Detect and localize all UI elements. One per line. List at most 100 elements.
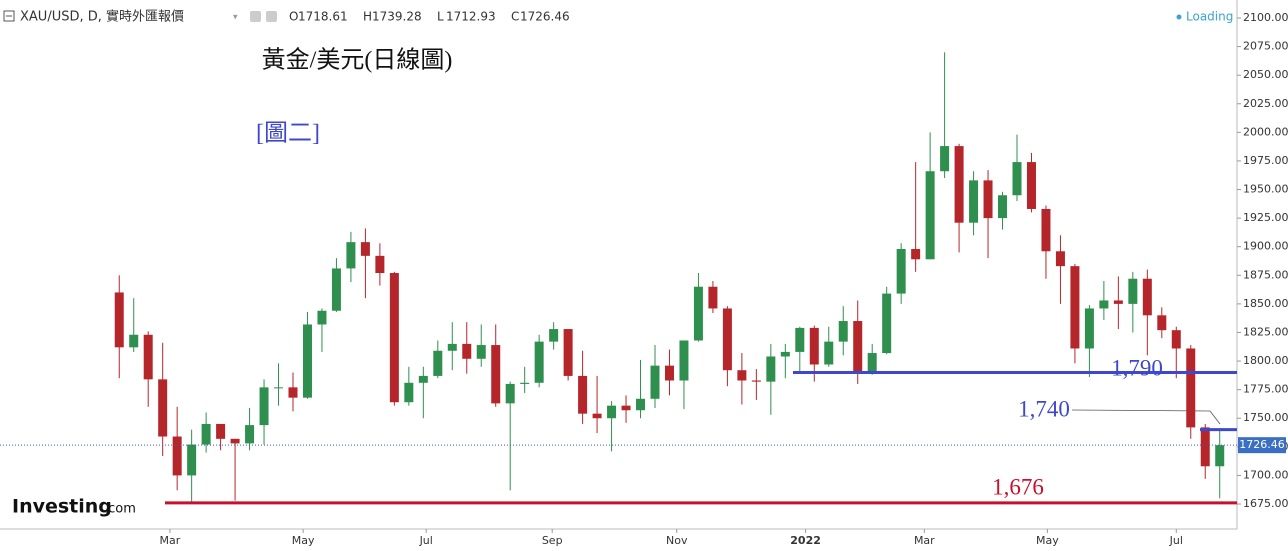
- candle-body: [1041, 208, 1051, 252]
- y-tick-label: 1675.00: [1243, 497, 1288, 510]
- candle-body: [751, 380, 761, 382]
- candle-body: [607, 405, 617, 419]
- y-tick-label: 2100.00: [1243, 11, 1288, 24]
- candle-body: [1186, 348, 1196, 428]
- candle-body: [389, 273, 399, 403]
- collapse-icon[interactable]: [3, 10, 15, 22]
- candle-body: [838, 321, 848, 342]
- candle-body: [998, 195, 1008, 219]
- eye-icon[interactable]: [266, 11, 277, 22]
- x-tick-label: Jul: [1169, 534, 1183, 547]
- x-tick-label: Mar: [914, 534, 935, 547]
- x-tick-label: Jul: [419, 534, 433, 547]
- y-tick-label: 1750.00: [1243, 411, 1288, 424]
- y-tick-label: 2000.00: [1243, 125, 1288, 138]
- dropdown-caret[interactable]: ▾: [233, 13, 238, 23]
- candle-body: [274, 387, 284, 389]
- ohlc-value: 1739.28: [372, 10, 422, 24]
- logo-suffix: .com: [104, 502, 136, 517]
- candle-body: [853, 321, 863, 372]
- candle-body: [418, 375, 428, 383]
- candle-body: [1055, 251, 1065, 267]
- candle-body: [534, 341, 544, 383]
- candle-body: [650, 365, 660, 399]
- last-price-label: 1726.46: [1239, 438, 1285, 451]
- ohlc-value: 1712.93: [446, 10, 496, 24]
- candle-body: [462, 343, 472, 359]
- candle-body: [1084, 308, 1094, 349]
- logo-brand: Investing: [12, 496, 112, 518]
- candle-body: [969, 180, 979, 223]
- candle-body: [447, 343, 457, 351]
- y-tick-label: 1950.00: [1243, 183, 1288, 196]
- level-label: 1,676: [992, 474, 1044, 499]
- loading: Loading: [1186, 10, 1233, 24]
- candle-body: [404, 382, 414, 403]
- ohlc-value: 1718.61: [298, 10, 348, 24]
- candle-body: [1200, 427, 1210, 467]
- candle-body: [809, 327, 819, 365]
- ohlc-key: L: [437, 10, 444, 24]
- candle-body: [549, 329, 559, 342]
- candle-body: [245, 425, 255, 444]
- candle-body: [129, 334, 139, 348]
- candle-body: [693, 286, 703, 341]
- x-tick-label: Mar: [160, 534, 181, 547]
- symbol: XAU/USD, D, 實時外匯報價: [20, 9, 184, 25]
- y-tick-label: 2050.00: [1243, 68, 1288, 81]
- candle-body: [983, 180, 993, 219]
- candle-body: [563, 329, 573, 376]
- y-tick-label: 1900.00: [1243, 240, 1288, 253]
- candle-body: [664, 365, 674, 381]
- chart-title: 黃金/美元(日線圖): [262, 47, 453, 74]
- y-tick-label: 1925.00: [1243, 211, 1288, 224]
- y-tick-label: 1875.00: [1243, 268, 1288, 281]
- level-label: 1,740: [1018, 396, 1070, 421]
- candle-body: [520, 382, 530, 384]
- candle-body: [795, 327, 805, 352]
- candle-body: [925, 171, 935, 260]
- x-tick-label: May: [1036, 534, 1059, 547]
- candle-body: [1128, 278, 1138, 304]
- candle-body: [592, 413, 602, 419]
- y-tick-label: 2025.00: [1243, 97, 1288, 110]
- candle-body: [360, 242, 370, 256]
- candle-body: [317, 310, 327, 325]
- candle-body: [1113, 300, 1123, 304]
- candle-body: [766, 356, 776, 382]
- candle-body: [143, 334, 153, 380]
- candle-body: [259, 387, 269, 426]
- y-tick-label: 1975.00: [1243, 154, 1288, 167]
- candle-body: [216, 423, 226, 439]
- candle-body: [867, 353, 877, 372]
- candle-body: [346, 242, 356, 269]
- settings-icon[interactable]: [250, 11, 261, 22]
- candle-body: [491, 345, 501, 404]
- y-tick-label: 1850.00: [1243, 297, 1288, 310]
- ohlc-key: C: [511, 10, 519, 24]
- candle-body: [780, 351, 790, 357]
- ohlc-value: 1726.46: [520, 10, 570, 24]
- candle-body: [187, 444, 197, 476]
- candle-body: [1012, 162, 1022, 196]
- y-tick-label: 1825.00: [1243, 325, 1288, 338]
- candle-body: [433, 350, 443, 376]
- candle-body: [201, 423, 211, 445]
- y-tick-label: 1800.00: [1243, 354, 1288, 367]
- candle-body: [882, 293, 892, 354]
- candle-body: [954, 146, 964, 223]
- x-tick-label: May: [292, 534, 315, 547]
- ohlc-values: O 1718.61 H 1739.28 L 1712.93 C 1726.46: [289, 10, 570, 24]
- candle-body: [708, 286, 718, 309]
- chart-subtitle: [圖二]: [256, 121, 320, 147]
- candle-body: [158, 379, 168, 437]
- ohlc-key: O: [289, 10, 298, 24]
- candle-body: [679, 340, 689, 381]
- pointer-line: [1209, 410, 1221, 425]
- candle-body: [578, 375, 588, 414]
- candle-body: [636, 398, 646, 411]
- ohlc-key: H: [363, 10, 372, 24]
- x-tick-label: Nov: [666, 534, 688, 547]
- candle-body: [1142, 278, 1152, 316]
